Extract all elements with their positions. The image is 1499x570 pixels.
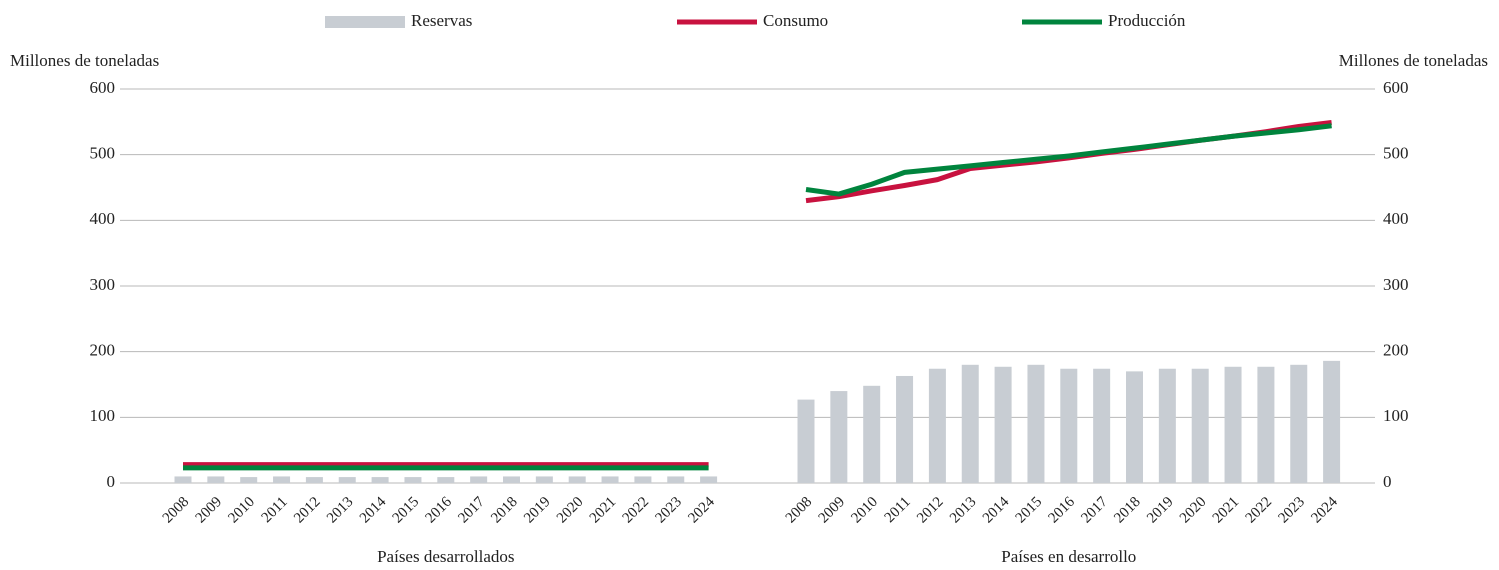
y2-tick-label: 500 (1383, 144, 1409, 163)
x-tick-label: 2015 (390, 494, 423, 527)
bar (273, 476, 291, 483)
x-tick-label: 2008 (160, 494, 193, 527)
bar (503, 476, 520, 483)
bar (1027, 364, 1045, 483)
y2-tick-label: 400 (1383, 209, 1409, 228)
bar (240, 477, 258, 483)
bar (1323, 360, 1341, 483)
x-tick-label: 2014 (357, 494, 390, 527)
y2-tick-label: 0 (1383, 472, 1392, 491)
x-tick-label: 2023 (1275, 494, 1308, 527)
x-tick-label: 2013 (324, 494, 357, 527)
x-tick-label: 2017 (1078, 494, 1111, 527)
x-tick-label: 2010 (225, 494, 258, 527)
x-tick-label: 2022 (1243, 494, 1276, 527)
y-tick-label: 300 (90, 275, 116, 294)
bar (1126, 371, 1143, 483)
line (805, 123, 1332, 197)
y-tick-label: 400 (90, 209, 116, 228)
legend-label: Reservas (411, 11, 472, 30)
y-tick-label: 100 (90, 406, 116, 425)
bar (961, 364, 979, 483)
x-tick-label: 2024 (685, 494, 718, 527)
x-tick-label: 2021 (587, 494, 620, 527)
bar (568, 476, 586, 483)
bar (305, 477, 323, 483)
y-tick-label: 600 (90, 78, 116, 97)
x-tick-label: 2019 (1144, 494, 1177, 527)
bar (1093, 368, 1111, 483)
x-tick-label: 2018 (488, 494, 521, 527)
bar (535, 476, 553, 483)
x-tick-label: 2009 (816, 494, 849, 527)
bar (1290, 364, 1308, 483)
x-tick-label: 2009 (193, 494, 226, 527)
bar (1060, 368, 1078, 483)
y2-tick-label: 200 (1383, 341, 1409, 360)
bar (994, 366, 1012, 483)
x-tick-label: 2015 (1013, 494, 1046, 527)
bar (928, 368, 946, 483)
x-tick-label: 2018 (1111, 494, 1144, 527)
bar (797, 399, 815, 483)
x-tick-label: 2017 (455, 494, 488, 527)
x-tick-label: 2014 (980, 494, 1013, 527)
x-tick-label: 2020 (1177, 494, 1210, 527)
legend-label: Producción (1108, 11, 1186, 30)
bar (830, 391, 848, 483)
x-tick-label: 2016 (1046, 494, 1079, 527)
bar (1257, 366, 1275, 483)
x-tick-label: 2023 (652, 494, 685, 527)
x-tick-label: 2008 (783, 494, 816, 527)
x-tick-label: 2013 (947, 494, 980, 527)
y2-tick-label: 600 (1383, 78, 1409, 97)
x-tick-label: 2016 (423, 494, 456, 527)
bar (207, 476, 225, 483)
x-tick-label: 2012 (914, 494, 947, 527)
legend-swatch (325, 16, 405, 28)
bar (896, 375, 914, 483)
x-tick-label: 2010 (848, 494, 881, 527)
x-tick-label: 2012 (291, 494, 324, 527)
y-axis-label: Millones de toneladas (10, 51, 159, 70)
bar (667, 476, 685, 483)
legend-label: Consumo (763, 11, 828, 30)
y2-tick-label: 300 (1383, 275, 1409, 294)
bar (174, 476, 192, 483)
y-tick-label: 200 (90, 341, 116, 360)
bar (1224, 366, 1242, 483)
bar (470, 476, 488, 483)
bar (437, 477, 455, 483)
bar (338, 477, 356, 483)
group-label: Países en desarrollo (1001, 547, 1136, 566)
x-tick-label: 2024 (1308, 494, 1341, 527)
x-tick-label: 2011 (259, 494, 291, 526)
x-tick-label: 2021 (1210, 494, 1243, 527)
y-tick-label: 0 (107, 472, 116, 491)
bar (1191, 368, 1209, 483)
bar (404, 477, 422, 483)
y-tick-label: 500 (90, 144, 116, 163)
bar (371, 477, 389, 483)
y2-axis-label: Millones de toneladas (1339, 51, 1488, 70)
x-tick-label: 2022 (620, 494, 653, 527)
bar (863, 385, 881, 483)
group-label: Países desarrollados (377, 547, 514, 566)
bar (601, 476, 619, 483)
bar (1158, 368, 1176, 483)
x-tick-label: 2011 (882, 494, 914, 526)
x-tick-label: 2020 (554, 494, 587, 527)
bar (700, 476, 718, 483)
y2-tick-label: 100 (1383, 406, 1409, 425)
bar (634, 476, 652, 483)
x-tick-label: 2019 (521, 494, 554, 527)
